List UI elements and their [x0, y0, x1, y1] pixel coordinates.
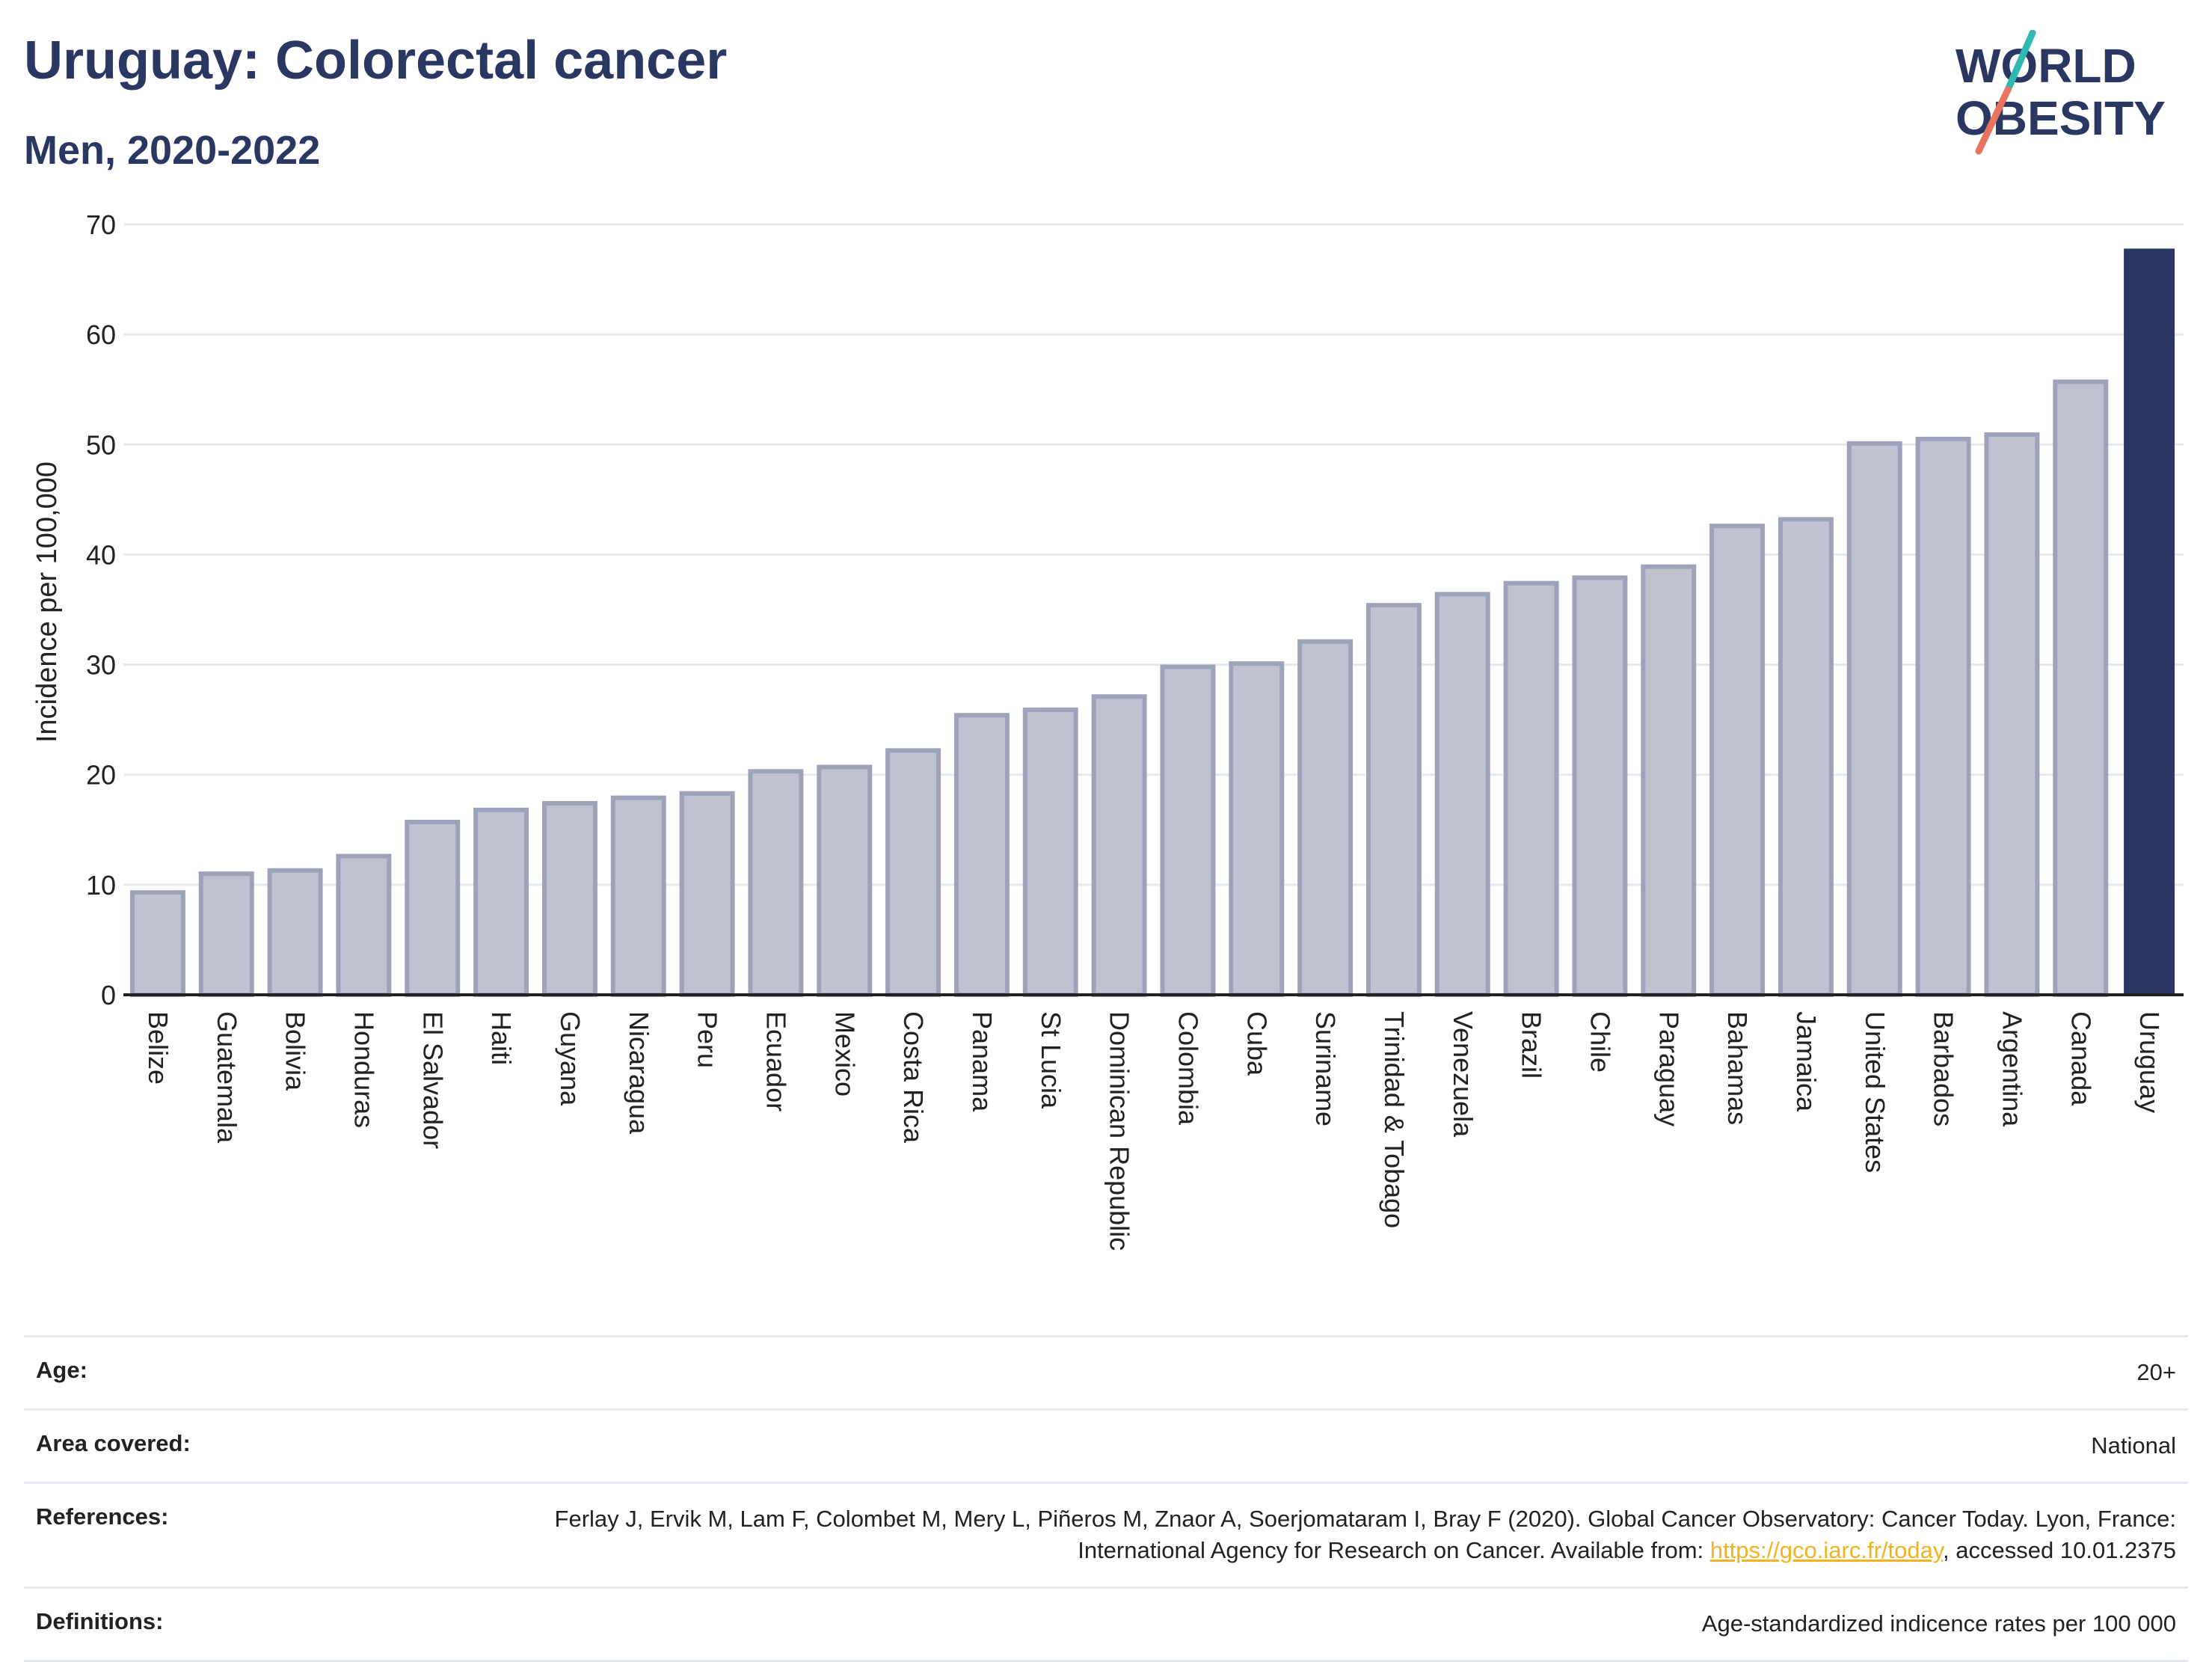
bar-dominican-republic[interactable]: [1091, 694, 1147, 997]
x-tick-label: Trinidad & Tobago: [1379, 1011, 1410, 1228]
bar-colombia[interactable]: [1160, 664, 1216, 997]
references-suffix: , accessed 10.01.2375: [1943, 1537, 2176, 1564]
x-tick-label: Brazil: [1517, 1011, 1547, 1079]
y-tick-label: 0: [101, 980, 116, 1011]
bar-trinidad-tobago[interactable]: [1365, 603, 1422, 997]
definitions-label: Definitions:: [36, 1608, 164, 1635]
y-tick-label: 50: [86, 429, 116, 460]
bar-uruguay[interactable]: [2124, 248, 2175, 995]
y-tick-labels: 0 10 20 30 40 50 60 70: [86, 209, 116, 1011]
chart-subtitle: Men, 2020-2022: [24, 128, 321, 173]
references-text: Ferlay J, Ervik M, Lam F, Colombet M, Me…: [554, 1505, 2176, 1564]
y-axis-label: Incidence per 100,000: [31, 462, 63, 743]
bar-cuba[interactable]: [1229, 661, 1285, 997]
meta-row-age: Age: 20+: [24, 1335, 2188, 1408]
x-tick-label: Haiti: [486, 1011, 517, 1065]
chart-title: Uruguay: Colorectal cancer: [24, 31, 728, 91]
bar-suriname[interactable]: [1297, 639, 1354, 998]
bar-venezuela[interactable]: [1434, 592, 1490, 997]
y-tick-label: 70: [86, 209, 116, 240]
x-tick-label: Jamaica: [1791, 1011, 1822, 1112]
x-tick-label: Cuba: [1241, 1011, 1272, 1076]
x-tick-label: Argentina: [1997, 1011, 2027, 1127]
x-tick-label: Venezuela: [1448, 1011, 1478, 1138]
x-tick-label: Ecuador: [761, 1011, 791, 1111]
age-label: Age:: [36, 1357, 87, 1383]
bar-costa-rica[interactable]: [885, 748, 941, 997]
bar-argentina[interactable]: [1984, 432, 2040, 997]
y-tick-label: 40: [86, 539, 116, 570]
y-tick-label: 60: [86, 319, 116, 350]
x-tick-label: Uruguay: [2134, 1011, 2165, 1113]
world-obesity-logo: WORLD OBESITY: [1956, 30, 2166, 155]
bar-belize[interactable]: [129, 890, 185, 997]
bar-honduras[interactable]: [336, 853, 392, 997]
x-tick-label: Belize: [143, 1011, 173, 1085]
meta-row-definitions: Definitions: Age-standardized indicence …: [24, 1586, 2188, 1662]
bar-chile[interactable]: [1572, 575, 1628, 997]
x-tick-label: Paraguay: [1653, 1011, 1684, 1126]
x-tick-label: Bahamas: [1722, 1011, 1753, 1125]
gridlines: [123, 223, 2184, 886]
area-value: National: [2091, 1432, 2176, 1459]
logo-slash-coral: [1975, 86, 2012, 155]
x-tick-label: Guyana: [555, 1011, 586, 1106]
meta-row-references: References: Ferlay J, Ervik M, Lam F, Co…: [24, 1481, 2188, 1587]
bar-united-states[interactable]: [1846, 441, 1902, 997]
x-tick-labels: Belize Guatemala Bolivia Honduras El Salvado…: [143, 1011, 2165, 1251]
bar-nicaragua[interactable]: [610, 795, 666, 997]
bar-panama[interactable]: [953, 713, 1010, 997]
area-label: Area covered:: [36, 1429, 191, 1456]
logo-slash-teal: [2004, 30, 2036, 93]
logo-word-world: WORLD: [1956, 39, 2136, 93]
x-tick-label: Barbados: [1929, 1011, 1959, 1126]
bar-bolivia[interactable]: [267, 868, 323, 997]
references-link[interactable]: https://gco.iarc.fr/today: [1709, 1537, 1944, 1564]
bars: [129, 248, 2175, 998]
x-tick-label: Nicaragua: [624, 1011, 654, 1135]
bar-jamaica[interactable]: [1778, 517, 1834, 997]
x-tick-label: Bolivia: [280, 1011, 311, 1091]
x-tick-label: Suriname: [1310, 1011, 1341, 1126]
x-tick-label: Dominican Republic: [1105, 1011, 1135, 1251]
bar-brazil[interactable]: [1503, 580, 1559, 997]
x-tick-label: El Salvador: [417, 1011, 448, 1149]
x-tick-label: Peru: [692, 1011, 723, 1068]
y-tick-label: 30: [86, 650, 116, 681]
x-tick-label: Canada: [2065, 1011, 2096, 1106]
age-value: 20+: [2136, 1359, 2176, 1385]
bar-ecuador[interactable]: [748, 769, 804, 998]
metadata-table: Age: 20+ Area covered: National Referenc…: [24, 1335, 2188, 1662]
bar-paraguay[interactable]: [1641, 564, 1697, 997]
bar-mexico[interactable]: [817, 764, 873, 998]
references-label: References:: [36, 1503, 169, 1530]
bar-st-lucia[interactable]: [1022, 707, 1078, 998]
bar-guyana[interactable]: [541, 800, 597, 997]
meta-row-area: Area covered: National: [24, 1408, 2188, 1482]
bar-chart: 0 10 20 30 40 50 60 70 Belize Guatemala Bolivia Ho…: [31, 209, 2184, 1251]
x-tick-label: Honduras: [348, 1011, 379, 1128]
bar-bahamas[interactable]: [1709, 524, 1766, 997]
logo-word-obesity: OBESITY: [1956, 91, 2166, 145]
x-tick-label: Panama: [967, 1011, 998, 1112]
bar-guatemala[interactable]: [198, 871, 254, 997]
x-tick-label: Costa Rica: [898, 1011, 929, 1144]
y-tick-label: 10: [86, 870, 116, 901]
bar-el-salvador[interactable]: [405, 819, 461, 997]
bar-peru[interactable]: [679, 791, 735, 997]
x-tick-label: Mexico: [829, 1011, 860, 1097]
bar-canada[interactable]: [2053, 379, 2109, 997]
x-tick-label: Chile: [1585, 1011, 1615, 1073]
y-tick-label: 20: [86, 760, 116, 791]
x-tick-label: Colombia: [1173, 1011, 1203, 1126]
bar-barbados[interactable]: [1915, 436, 1971, 997]
x-tick-label: Guatemala: [212, 1011, 242, 1144]
x-tick-label: St Lucia: [1036, 1011, 1066, 1109]
definitions-value: Age-standardized indicence rates per 100…: [1701, 1610, 2176, 1637]
bar-haiti[interactable]: [473, 807, 529, 998]
x-tick-label: United States: [1860, 1011, 1890, 1173]
references-value: Ferlay J, Ervik M, Lam F, Colombet M, Me…: [471, 1503, 2176, 1568]
